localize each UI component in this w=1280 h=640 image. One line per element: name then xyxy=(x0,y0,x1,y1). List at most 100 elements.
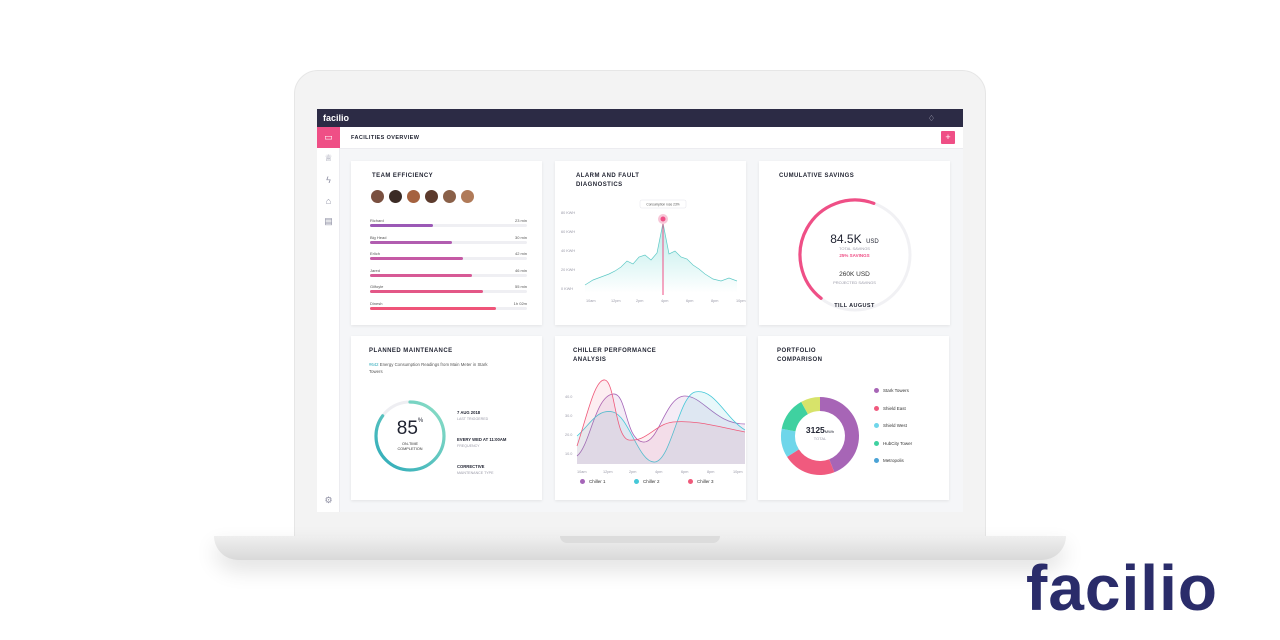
card-title-line: DIAGNOSTICS xyxy=(576,182,623,188)
legend-swatch xyxy=(874,423,879,428)
avatar xyxy=(388,189,403,204)
series-line xyxy=(576,379,746,447)
donut-segment[interactable] xyxy=(820,397,859,473)
progress-fill xyxy=(370,290,484,293)
legend-swatch xyxy=(874,458,879,463)
card-title-line: ANALYSIS xyxy=(573,357,607,363)
laptop-screen: facilio ♢ ▭ ♕ ϟ ⌂ ▤ ⚙ FACILITIES OVERVIEW + … xyxy=(317,109,963,512)
laptop-notch xyxy=(560,536,720,543)
savings-unit: USD xyxy=(866,239,879,245)
legend-item[interactable]: Chiller 1 xyxy=(580,479,606,484)
progress-track xyxy=(370,290,527,293)
member-name: Big Head xyxy=(370,234,387,240)
legend-label: Stark Towers xyxy=(883,388,909,393)
alarm-marker-dot[interactable] xyxy=(660,216,666,222)
donut-segment[interactable] xyxy=(787,449,835,475)
card-title: TEAM EFFICIENCY xyxy=(372,173,434,179)
savings-footer: TILL AUGUST xyxy=(834,303,875,309)
y-tick-label: 40.0 xyxy=(565,395,572,399)
card-title-line: ALARM AND FAULT xyxy=(576,173,640,179)
gauge-fill xyxy=(374,400,446,472)
x-tick-label: 10am xyxy=(577,470,587,474)
facilio-logo: facilio xyxy=(1026,552,1218,624)
card-title: PORTFOLIO COMPARISON xyxy=(777,347,822,365)
member-time: 30 min xyxy=(514,234,527,240)
completion-caption-line: COMPLETION xyxy=(397,447,423,451)
brand-logo: facilio xyxy=(323,113,350,123)
progress-fill xyxy=(370,306,496,310)
savings-value: 84.5K xyxy=(830,232,862,246)
dashboard-icon[interactable]: ▭ xyxy=(317,127,340,148)
y-tick-label: 40 KWH xyxy=(561,249,575,253)
legend-item[interactable]: Shield West xyxy=(874,423,907,428)
legend-item[interactable]: HubCity Tower xyxy=(874,440,912,446)
portfolio-donut xyxy=(781,397,859,475)
avatar xyxy=(406,189,421,204)
y-tick-label: 0 KWH xyxy=(561,287,573,291)
y-tick-label: 10.0 xyxy=(565,452,572,456)
donut-segment[interactable] xyxy=(781,401,808,432)
maintenance-card: PLANNED MAINTENANCE #642 Energy Consumpt… xyxy=(351,336,542,500)
projected-caption: PROJECTED SAVINGS xyxy=(833,280,876,285)
legend-item[interactable]: Shield East xyxy=(874,405,906,411)
detail-label: LAST TRIGGERED xyxy=(457,417,489,421)
series-line xyxy=(576,391,746,463)
y-tick-label: 20 KWH xyxy=(561,268,575,272)
member-time: 55 min xyxy=(514,284,527,289)
box-icon[interactable]: ▤ xyxy=(324,216,333,226)
y-tick-label: 60 KWH xyxy=(561,230,575,234)
settings-icon[interactable]: ⚙ xyxy=(324,495,333,505)
x-tick-label: 12pm xyxy=(611,299,621,303)
progress-track xyxy=(370,306,527,310)
legend-item[interactable]: Stark Towers xyxy=(874,388,909,393)
detail-label: MAINTENANCE TYPE xyxy=(457,471,494,475)
page-title: FACILITIES OVERVIEW xyxy=(351,134,420,141)
detail-item: EVERY WED AT 11:00AM FREQUENCY xyxy=(457,437,506,448)
progress-track xyxy=(370,273,527,277)
card-title: CUMULATIVE SAVINGS xyxy=(779,173,855,179)
bolt-icon[interactable]: ϟ xyxy=(326,174,331,185)
detail-label: FREQUENCY xyxy=(457,444,480,448)
portfolio-card: PORTFOLIO COMPARISON 3125MWh TOTAL Stark… xyxy=(758,336,949,500)
work-order-text: #642 Energy Consumption Readings from Ma… xyxy=(369,361,499,375)
tooltip-box xyxy=(639,199,687,209)
legend-swatch xyxy=(580,479,585,484)
legend-label: Chiller 2 xyxy=(643,479,660,484)
sidebar: ▭ ♕ ϟ ⌂ ▤ ⚙ xyxy=(317,127,340,512)
avatar xyxy=(460,189,475,204)
series-area xyxy=(577,379,745,464)
completion-value-wrap: 85% xyxy=(375,418,445,440)
progress-track xyxy=(370,257,527,260)
x-tick-label: 2pm xyxy=(629,470,636,474)
bell-icon[interactable]: ♢ xyxy=(927,113,935,123)
savings-gauge xyxy=(798,198,912,312)
trophy-icon[interactable]: ♕ xyxy=(324,153,333,163)
legend-swatch xyxy=(874,405,879,411)
legend-item[interactable]: Chiller 2 xyxy=(634,479,660,484)
work-order-id[interactable]: #642 xyxy=(369,362,379,367)
member-name: Erlich xyxy=(370,251,381,256)
legend-swatch xyxy=(688,479,693,484)
gauge-fill xyxy=(798,198,876,300)
alarm-card: ALARM AND FAULT DIAGNOSTICS 80 KWH 60 KWH… xyxy=(555,161,746,325)
card-title-line: CHILLER PERFORMANCE xyxy=(573,348,657,354)
savings-value-wrap: 84.5K USD xyxy=(759,230,950,248)
add-button[interactable]: + xyxy=(941,131,955,144)
building-icon[interactable]: ⌂ xyxy=(325,195,332,206)
donut-segment[interactable] xyxy=(781,428,799,457)
legend-label: Chiller 1 xyxy=(589,479,606,484)
y-tick-label: 80 KWH xyxy=(561,211,575,215)
x-tick-label: 12pm xyxy=(603,470,613,474)
x-tick-label: 10pm xyxy=(736,299,746,303)
legend-item[interactable]: Metropolis xyxy=(874,458,904,463)
member-name: Richard xyxy=(370,218,384,223)
portfolio-total: 3125 xyxy=(805,425,825,435)
y-tick-label: 30.0 xyxy=(565,414,572,418)
legend-item[interactable]: Chiller 3 xyxy=(688,479,714,484)
progress-fill xyxy=(370,224,433,227)
savings-caption: TOTAL SAVINGS xyxy=(839,246,870,251)
legend-swatch xyxy=(874,440,879,446)
donut-segment[interactable] xyxy=(801,397,820,415)
member-name: Gilfoyle xyxy=(370,284,384,289)
x-tick-label: 4pm xyxy=(661,299,668,303)
